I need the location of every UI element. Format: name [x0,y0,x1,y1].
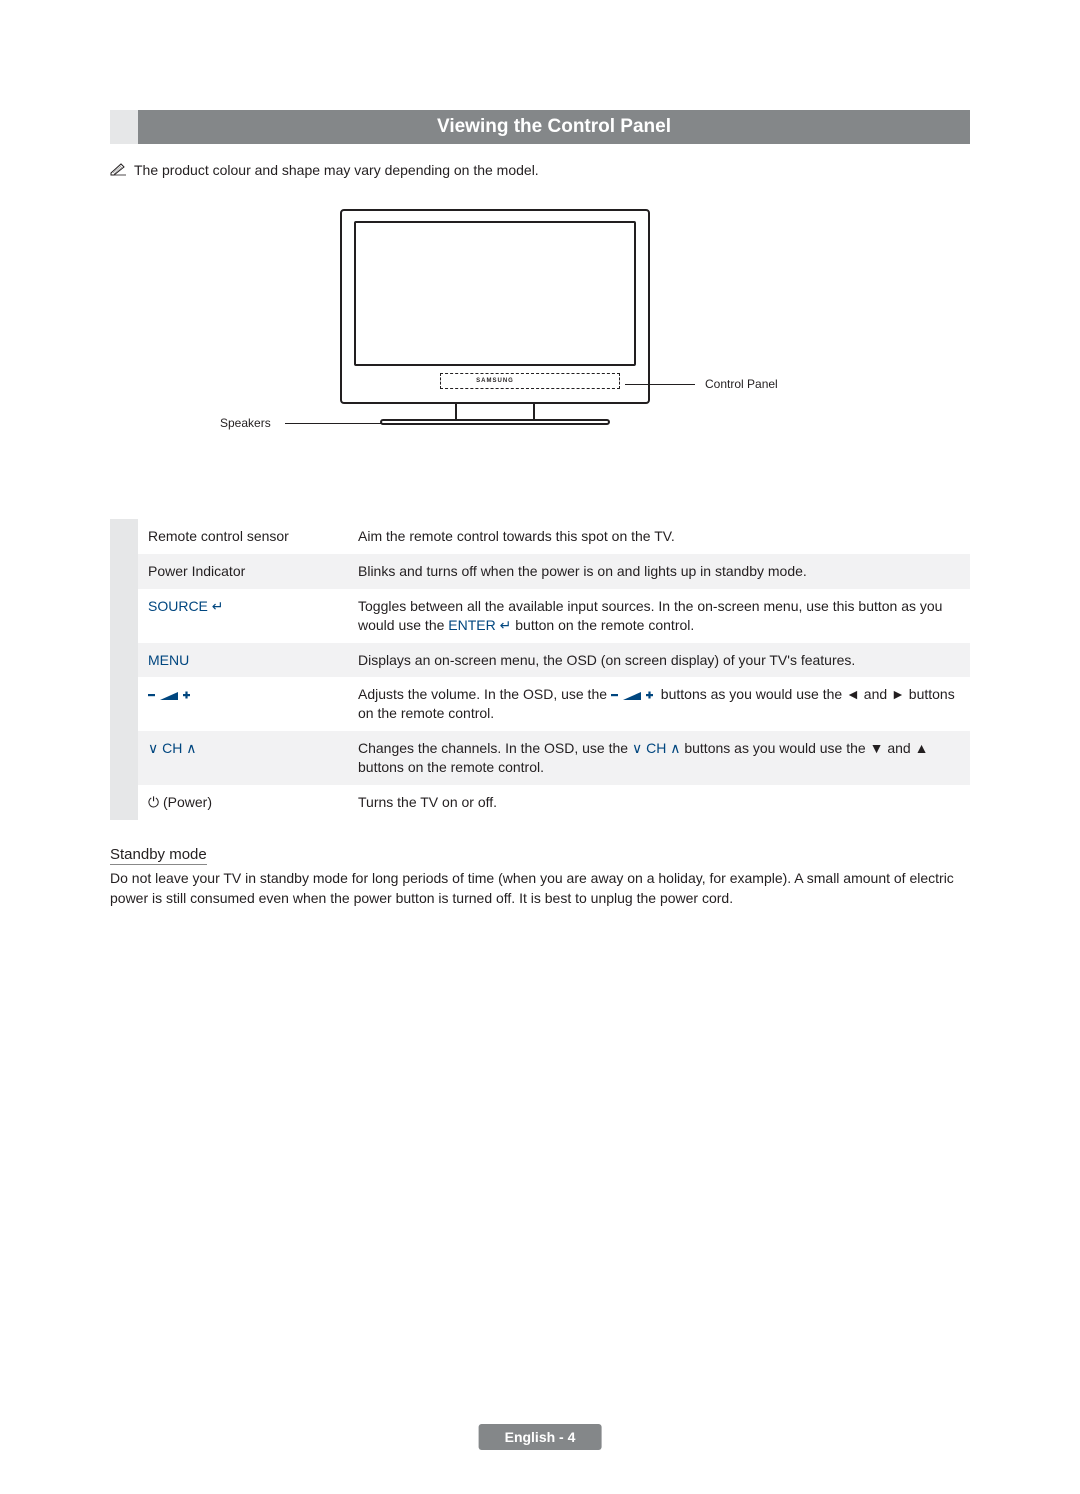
speakers-label: Speakers [220,416,271,430]
control-description: Blinks and turns off when the power is o… [348,554,970,589]
row-stripe [110,554,138,589]
page-footer: English - 4 [479,1424,602,1450]
standby-section: Standby mode Do not leave your TV in sta… [110,846,970,908]
control-label: ⏻ (Power) [138,785,348,820]
control-label: Remote control sensor [138,519,348,554]
standby-body: Do not leave your TV in standby mode for… [110,869,970,908]
row-stripe [110,589,138,643]
control-label: ∨ CH ∧ [138,731,348,785]
tv-screen [354,221,636,366]
control-label: SOURCE ↵ [138,589,348,643]
table-row: Adjusts the volume. In the OSD, use the … [110,677,970,731]
table-row: SOURCE ↵Toggles between all the availabl… [110,589,970,643]
control-description: Toggles between all the available input … [348,589,970,643]
control-description: Changes the channels. In the OSD, use th… [348,731,970,785]
control-description: Displays an on-screen menu, the OSD (on … [348,643,970,678]
leader-line [625,384,695,385]
note-text: The product colour and shape may vary de… [134,162,539,178]
control-description: Turns the TV on or off. [348,785,970,820]
control-panel-region [440,373,620,389]
section-header: Viewing the Control Panel [110,110,970,144]
row-stripe [110,731,138,785]
pencil-note-icon [110,162,128,179]
control-panel-label: Control Panel [705,377,778,391]
row-stripe [110,677,138,731]
controls-table: Remote control sensorAim the remote cont… [110,519,970,820]
table-row: Power IndicatorBlinks and turns off when… [110,554,970,589]
standby-heading: Standby mode [110,846,207,865]
control-label: Power Indicator [138,554,348,589]
row-stripe [110,785,138,820]
table-row: ⏻ (Power)Turns the TV on or off. [110,785,970,820]
tv-stand-base [380,419,610,425]
table-row: Remote control sensorAim the remote cont… [110,519,970,554]
control-description: Aim the remote control towards this spot… [348,519,970,554]
table-row: MENUDisplays an on-screen menu, the OSD … [110,643,970,678]
table-row: ∨ CH ∧Changes the channels. In the OSD, … [110,731,970,785]
row-stripe [110,519,138,554]
note-line: The product colour and shape may vary de… [110,162,970,179]
control-label: MENU [138,643,348,678]
tv-diagram: SAMSUNG Control Panel Speakers [220,209,860,459]
row-stripe [110,643,138,678]
control-description: Adjusts the volume. In the OSD, use the … [348,677,970,731]
tv-bezel: SAMSUNG [340,209,650,404]
leader-line [285,423,385,424]
control-label [138,677,348,731]
